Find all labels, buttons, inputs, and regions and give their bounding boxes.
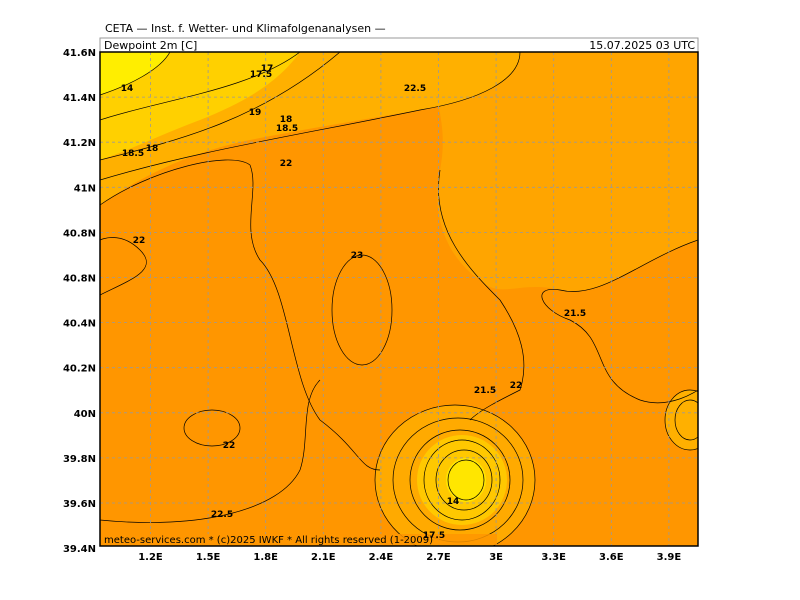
lat-label: 39.8N bbox=[63, 454, 96, 465]
contour-label: 22 bbox=[133, 236, 146, 246]
lat-label: 39.4N bbox=[63, 544, 96, 555]
lon-label: 2.7E bbox=[426, 552, 451, 563]
field-title: Dewpoint 2m [C] bbox=[104, 39, 197, 52]
lon-label: 2.4E bbox=[369, 552, 394, 563]
map-frame bbox=[99, 51, 699, 547]
contour-label: 17 bbox=[261, 64, 274, 74]
contour-label: 17.5 bbox=[250, 70, 272, 80]
lon-label: 1.5E bbox=[196, 552, 221, 563]
lat-label: 41.4N bbox=[63, 93, 96, 104]
contour-label: 18.5 bbox=[122, 149, 144, 159]
lon-label: 2.1E bbox=[311, 552, 336, 563]
contour-label: 22 bbox=[223, 441, 236, 451]
lat-label: 41.6N bbox=[63, 48, 96, 59]
lon-label: 3E bbox=[489, 552, 503, 563]
contour-label: 21.5 bbox=[474, 386, 496, 396]
lat-label: 40.8N bbox=[63, 274, 96, 285]
contour-label: 21.5 bbox=[564, 309, 586, 319]
footer-credit: meteo-services.com * (c)2025 IWKF * All … bbox=[104, 535, 433, 546]
lon-label: 1.8E bbox=[253, 552, 278, 563]
contour-label: 14 bbox=[447, 497, 460, 507]
lon-label: 3.9E bbox=[657, 552, 682, 563]
source-title: CETA — Inst. f. Wetter- und Klimafolgena… bbox=[105, 22, 386, 35]
lat-label: 39.6N bbox=[63, 499, 96, 510]
footer-box bbox=[101, 534, 497, 545]
lat-label: 40.8N bbox=[63, 228, 96, 239]
map-field bbox=[100, 52, 698, 546]
graticule bbox=[100, 52, 698, 546]
valid-time: 15.07.2025 03 UTC bbox=[589, 39, 695, 52]
contour-label: 19 bbox=[249, 108, 262, 118]
contour-label: 22 bbox=[510, 381, 523, 391]
contour-label: 18 bbox=[280, 115, 293, 125]
contour-label: 18.5 bbox=[276, 124, 298, 134]
lon-label: 3.6E bbox=[599, 552, 624, 563]
lon-label: 1.2E bbox=[138, 552, 163, 563]
lon-label: 3.3E bbox=[541, 552, 566, 563]
contour-label: 18 bbox=[146, 144, 159, 154]
lat-label: 40.4N bbox=[63, 319, 96, 330]
contour-label: 14 bbox=[121, 84, 134, 94]
lat-label: 40N bbox=[74, 409, 96, 420]
lat-label: 41N bbox=[74, 183, 96, 194]
lat-label: 40.2N bbox=[63, 364, 96, 375]
contour-label: 23 bbox=[351, 251, 364, 261]
contour-label: 22.5 bbox=[211, 510, 233, 520]
contour-label: 17.5 bbox=[423, 531, 445, 541]
contour-label: 22 bbox=[280, 159, 293, 169]
lat-label: 41.2N bbox=[63, 138, 96, 149]
contour-label: 22.5 bbox=[404, 84, 426, 94]
